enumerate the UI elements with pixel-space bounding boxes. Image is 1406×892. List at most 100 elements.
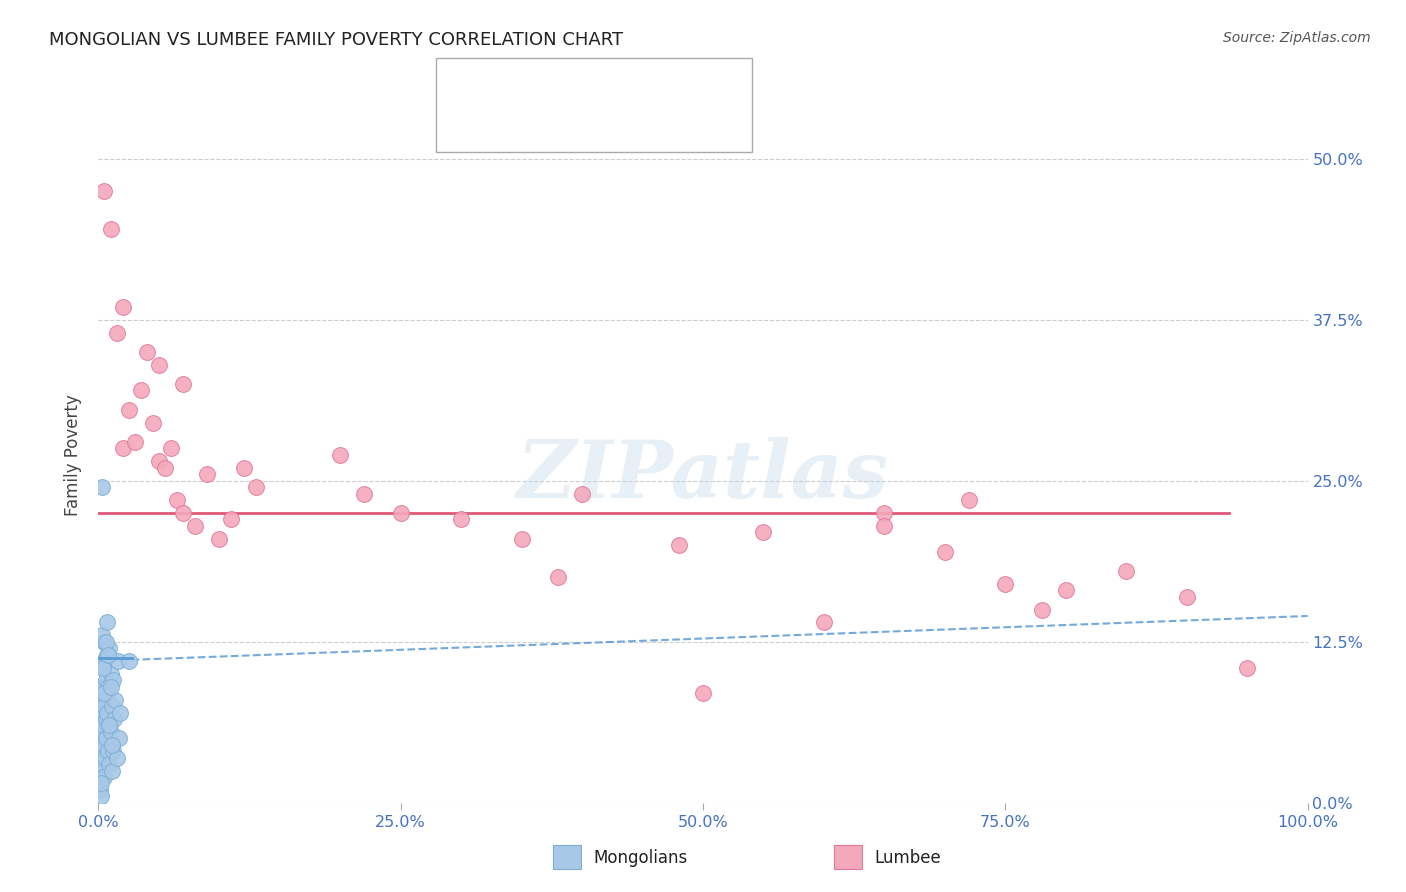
Point — [93, 184, 115, 198]
Point — [94, 712, 117, 726]
Point — [97, 680, 120, 694]
Text: MONGOLIAN VS LUMBEE FAMILY POVERTY CORRELATION CHART: MONGOLIAN VS LUMBEE FAMILY POVERTY CORRE… — [49, 31, 623, 49]
Point — [96, 686, 118, 700]
Point — [100, 667, 122, 681]
Point — [934, 544, 956, 558]
Point — [98, 641, 121, 656]
Point — [93, 699, 115, 714]
Point — [510, 532, 533, 546]
Point — [160, 442, 183, 456]
Point — [142, 416, 165, 430]
Point — [90, 757, 112, 772]
Text: R =: R = — [496, 76, 527, 94]
Point — [97, 648, 120, 662]
Point — [668, 538, 690, 552]
Point — [91, 692, 114, 706]
Point — [232, 460, 254, 475]
Point — [103, 712, 125, 726]
Point — [97, 744, 120, 758]
Bar — [456, 108, 485, 136]
Point — [129, 384, 152, 398]
Point — [91, 706, 114, 720]
Y-axis label: Family Poverty: Family Poverty — [65, 394, 83, 516]
Point — [752, 525, 775, 540]
Point — [450, 512, 472, 526]
Point — [93, 634, 115, 648]
Point — [172, 506, 194, 520]
Text: 44: 44 — [669, 113, 692, 131]
Point — [100, 699, 122, 714]
Point — [692, 686, 714, 700]
Text: N =: N = — [617, 113, 648, 131]
Point — [108, 706, 131, 720]
Point — [166, 493, 188, 508]
Point — [91, 660, 114, 674]
Point — [873, 506, 896, 520]
Text: Mongolians: Mongolians — [593, 849, 688, 867]
Point — [571, 486, 593, 500]
Point — [96, 706, 118, 720]
Bar — [456, 70, 485, 100]
Point — [1031, 602, 1053, 616]
Point — [389, 506, 412, 520]
Text: 0.011: 0.011 — [554, 76, 606, 94]
Point — [153, 460, 176, 475]
Point — [91, 718, 114, 732]
Point — [94, 673, 117, 688]
Point — [221, 512, 243, 526]
Point — [245, 480, 267, 494]
Point — [329, 448, 352, 462]
Point — [105, 326, 128, 340]
Point — [90, 789, 112, 804]
Text: Lumbee: Lumbee — [875, 849, 941, 867]
Point — [101, 673, 124, 688]
Point — [100, 738, 122, 752]
Point — [1236, 660, 1258, 674]
Point — [1054, 583, 1077, 598]
Point — [94, 750, 117, 764]
Text: ZIPatlas: ZIPatlas — [517, 437, 889, 515]
Point — [101, 744, 124, 758]
Point — [813, 615, 835, 630]
Point — [90, 744, 112, 758]
Point — [1175, 590, 1198, 604]
Point — [124, 435, 146, 450]
Point — [111, 442, 134, 456]
Text: 52: 52 — [669, 76, 692, 94]
Point — [89, 783, 111, 797]
Point — [957, 493, 980, 508]
Point — [107, 654, 129, 668]
Point — [100, 725, 122, 739]
Point — [111, 300, 134, 314]
Point — [994, 576, 1017, 591]
Point — [873, 518, 896, 533]
Point — [93, 686, 115, 700]
Point — [1115, 564, 1137, 578]
Point — [90, 776, 112, 790]
Point — [91, 680, 114, 694]
Point — [104, 692, 127, 706]
Point — [108, 731, 131, 746]
Text: -0.002: -0.002 — [554, 113, 613, 131]
Point — [93, 738, 115, 752]
Point — [148, 358, 170, 372]
Point — [118, 654, 141, 668]
Point — [94, 634, 117, 648]
Point — [547, 570, 569, 584]
Point — [91, 725, 114, 739]
Point — [353, 486, 375, 500]
Point — [118, 402, 141, 417]
Point — [91, 628, 114, 642]
Point — [100, 680, 122, 694]
Point — [100, 222, 122, 236]
Text: Source: ZipAtlas.com: Source: ZipAtlas.com — [1223, 31, 1371, 45]
Point — [93, 770, 115, 784]
Point — [98, 718, 121, 732]
Point — [89, 764, 111, 778]
Point — [195, 467, 218, 482]
Point — [96, 615, 118, 630]
Point — [100, 764, 122, 778]
Point — [97, 718, 120, 732]
Point — [135, 344, 157, 359]
Point — [96, 731, 118, 746]
